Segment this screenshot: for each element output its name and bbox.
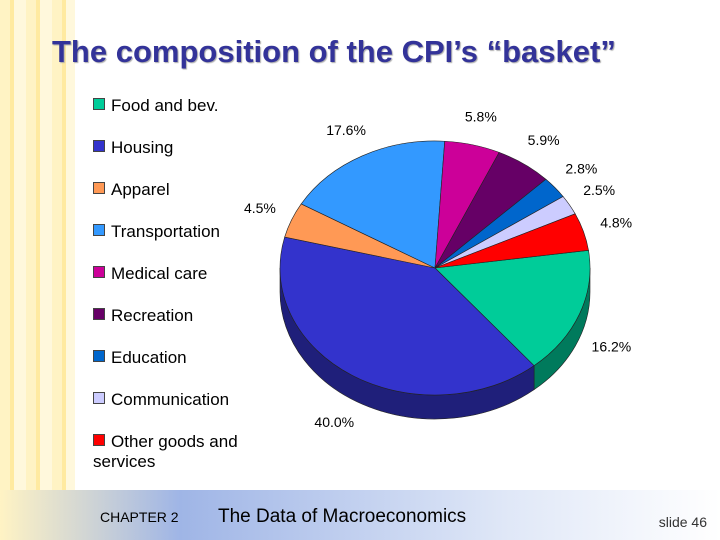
data-label: 4.8% (600, 214, 632, 230)
footer-bar (0, 490, 720, 540)
data-label: 16.2% (592, 339, 632, 355)
legend-label: Education (111, 348, 187, 367)
pie-slice (300, 140, 446, 269)
stripe-decoration (0, 0, 75, 540)
legend-label: Medical care (111, 264, 208, 283)
legend-label: Communication (111, 390, 230, 409)
data-label: 5.8% (465, 108, 497, 124)
pie-slice (434, 213, 589, 269)
legend-label: Food and bev. (111, 96, 219, 115)
legend-entry: Medical care (93, 264, 253, 284)
legend-swatch (93, 434, 105, 446)
chapter: CHAPTER 2 (100, 509, 179, 525)
legend-entry: Recreation (93, 306, 253, 326)
chart-title: The composition of the CPI’s “basket” (52, 34, 616, 69)
legend-entry: Other goods and services (93, 432, 253, 472)
legend-entry: Housing (93, 138, 253, 158)
legend-label: Transportation (111, 222, 220, 241)
legend-label: Apparel (111, 180, 170, 199)
legend-entry: Food and bev. (93, 96, 253, 116)
legend-entry: Education (93, 348, 253, 368)
data-label: 40.0% (314, 414, 354, 430)
legend-label: Housing (111, 138, 174, 157)
legend-swatch (93, 140, 105, 152)
pie-slice (434, 249, 591, 367)
slide-number: slide 46 (658, 514, 707, 530)
data-label: 5.9% (528, 132, 560, 148)
data-label: 17.6% (326, 122, 366, 138)
legend-swatch (93, 308, 105, 320)
data-label: 4.5% (244, 200, 276, 216)
legend-entry: Apparel (93, 180, 253, 200)
legend-swatch (93, 182, 105, 194)
legend-swatch (93, 392, 105, 404)
legend-label: Other goods and services (93, 432, 238, 471)
legend-swatch (93, 224, 105, 236)
subject: The Data of Macroeconomics (218, 506, 467, 527)
legend-entry: Communication (93, 390, 253, 410)
data-label: 2.8% (565, 161, 597, 177)
legend-swatch (93, 266, 105, 278)
legend-swatch (93, 98, 105, 110)
pie-slice (279, 236, 535, 396)
legend-swatch (93, 350, 105, 362)
legend-entry: Transportation (93, 222, 253, 242)
data-label: 2.5% (583, 182, 615, 198)
legend-label: Recreation (111, 306, 194, 325)
